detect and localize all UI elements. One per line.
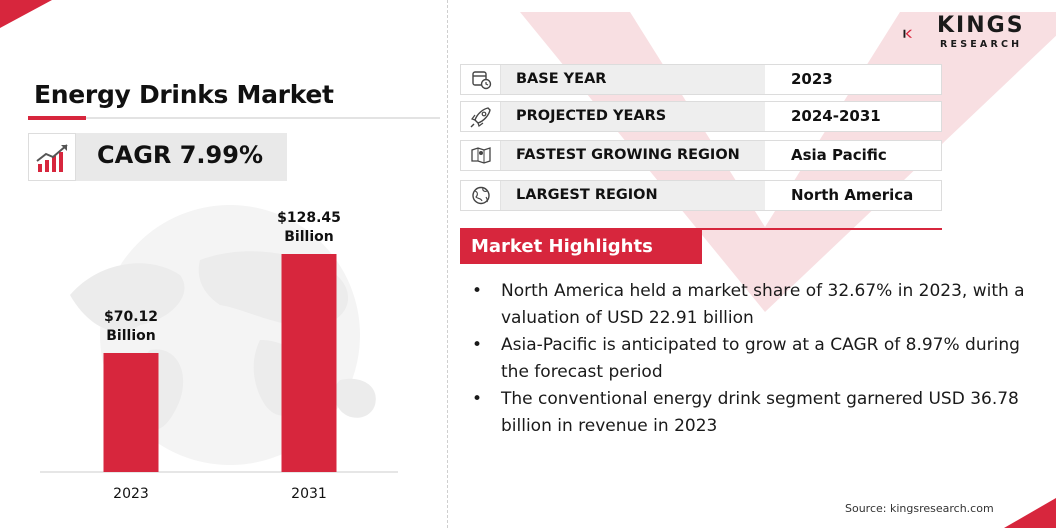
kings-research-logo-icon: [903, 29, 913, 38]
cagr-box: [76, 133, 287, 181]
map-region-icon: [461, 141, 501, 170]
info-value-base-year: 2023: [765, 65, 941, 94]
info-row-fastest-growing-region: FASTEST GROWING REGION Asia Pacific: [460, 140, 942, 171]
logo-kings-text: KINGS: [937, 13, 1025, 38]
source-text: Source: kingsresearch.com: [845, 502, 994, 515]
corner-decoration-top-left: [0, 0, 52, 28]
highlights-rule: [460, 228, 942, 230]
title-underline: [28, 117, 440, 119]
info-row-projected-years: PROJECTED YEARS 2024-2031: [460, 101, 942, 132]
x-tick-label-2023: 2023: [113, 486, 149, 502]
info-label-largest-region: LARGEST REGION: [501, 181, 803, 210]
bar-2023: [103, 352, 159, 472]
highlight-item: The conventional energy drink segment ga…: [470, 386, 1040, 440]
globe-icon: [461, 181, 501, 210]
info-label-base-year: BASE YEAR: [501, 65, 803, 94]
highlights-list: North America held a market share of 32.…: [470, 278, 1040, 440]
data-label-2023-unit: Billion: [106, 328, 155, 344]
corner-decoration-bottom-right: [1004, 498, 1056, 528]
rocket-icon: [461, 102, 501, 131]
title-underline-accent: [28, 116, 86, 120]
cagr-value: CAGR 7.99%: [97, 141, 263, 169]
info-value-fastest-growing-region: Asia Pacific: [765, 141, 941, 170]
data-label-2023-value: $70.12: [104, 309, 158, 325]
info-label-projected-years: PROJECTED YEARS: [501, 102, 803, 131]
data-label-2031-unit: Billion: [284, 229, 333, 245]
calendar-clock-icon: [461, 65, 501, 94]
panel-divider: [447, 0, 448, 528]
info-value-projected-years: 2024-2031: [765, 102, 941, 131]
info-row-largest-region: LARGEST REGION North America: [460, 180, 942, 211]
x-tick-label-2031: 2031: [291, 486, 327, 502]
data-label-2031-value: $128.45: [277, 210, 341, 226]
bar-2031: [281, 254, 337, 472]
highlight-item: North America held a market share of 32.…: [470, 278, 1040, 332]
info-label-fastest-growing-region: FASTEST GROWING REGION: [501, 141, 803, 170]
info-value-largest-region: North America: [765, 181, 941, 210]
logo-research-text: RESEARCH: [940, 39, 1023, 50]
highlight-item: Asia-Pacific is anticipated to grow at a…: [470, 332, 1040, 386]
growth-chart-icon: [28, 133, 76, 181]
highlights-heading-box: [460, 230, 702, 264]
bar-chart: $70.12 Billion 2023 $128.45 Billion 2031: [40, 210, 398, 502]
highlights-heading: Market Highlights: [471, 236, 653, 257]
info-row-base-year: BASE YEAR 2023: [460, 64, 942, 95]
page-title: Energy Drinks Market: [34, 80, 334, 109]
